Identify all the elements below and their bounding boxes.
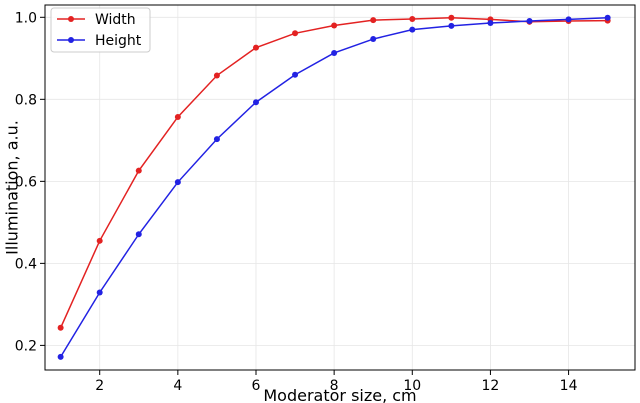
data-point bbox=[292, 71, 299, 78]
x-axis: 2 4 6 8 10 12 14 bbox=[95, 370, 578, 394]
y-axis-label: Illumination, a.u. bbox=[3, 120, 22, 255]
data-point bbox=[96, 237, 103, 244]
series-layer bbox=[57, 14, 611, 360]
x-tick-label: 14 bbox=[560, 378, 578, 394]
data-point bbox=[135, 231, 142, 238]
x-tick-label: 6 bbox=[252, 378, 261, 394]
data-point bbox=[213, 72, 220, 79]
data-point bbox=[409, 15, 416, 22]
series-height bbox=[57, 14, 611, 360]
data-point bbox=[370, 17, 377, 24]
y-tick-label: 0.6 bbox=[15, 174, 37, 190]
data-point bbox=[409, 26, 416, 33]
data-point bbox=[331, 49, 338, 56]
grid bbox=[45, 5, 635, 370]
data-point bbox=[370, 36, 377, 43]
data-point bbox=[526, 17, 533, 24]
x-tick-label: 10 bbox=[403, 378, 421, 394]
y-tick-label: 1.0 bbox=[15, 10, 37, 26]
x-tick-label: 12 bbox=[482, 378, 500, 394]
data-point bbox=[213, 136, 220, 143]
x-axis-label: Moderator size, cm bbox=[263, 386, 416, 403]
x-tick-label: 2 bbox=[95, 378, 104, 394]
data-point bbox=[292, 30, 299, 37]
y-axis: 0.2 0.4 0.6 0.8 1.0 bbox=[15, 10, 45, 354]
data-point bbox=[448, 22, 455, 29]
data-point bbox=[252, 44, 259, 51]
data-point bbox=[604, 14, 611, 21]
data-point bbox=[252, 99, 259, 106]
data-point bbox=[96, 289, 103, 296]
y-tick-label: 0.4 bbox=[15, 256, 37, 272]
x-tick-label: 8 bbox=[330, 378, 339, 394]
y-tick-label: 0.8 bbox=[15, 92, 37, 108]
x-tick-label: 4 bbox=[173, 378, 182, 394]
legend-marker bbox=[68, 16, 74, 22]
y-tick-label: 0.2 bbox=[15, 338, 37, 354]
data-point bbox=[487, 20, 494, 27]
data-point bbox=[135, 167, 142, 174]
data-point bbox=[565, 16, 572, 23]
data-point bbox=[448, 14, 455, 21]
legend-label: Height bbox=[95, 33, 142, 49]
data-point bbox=[174, 113, 181, 120]
legend-label: Width bbox=[95, 12, 136, 28]
plot-frame bbox=[44, 4, 636, 371]
legend-marker bbox=[68, 37, 74, 43]
data-point bbox=[174, 179, 181, 186]
data-point bbox=[57, 353, 64, 360]
data-point bbox=[57, 324, 64, 331]
data-point bbox=[331, 22, 338, 29]
legend: Width Height bbox=[50, 7, 151, 53]
